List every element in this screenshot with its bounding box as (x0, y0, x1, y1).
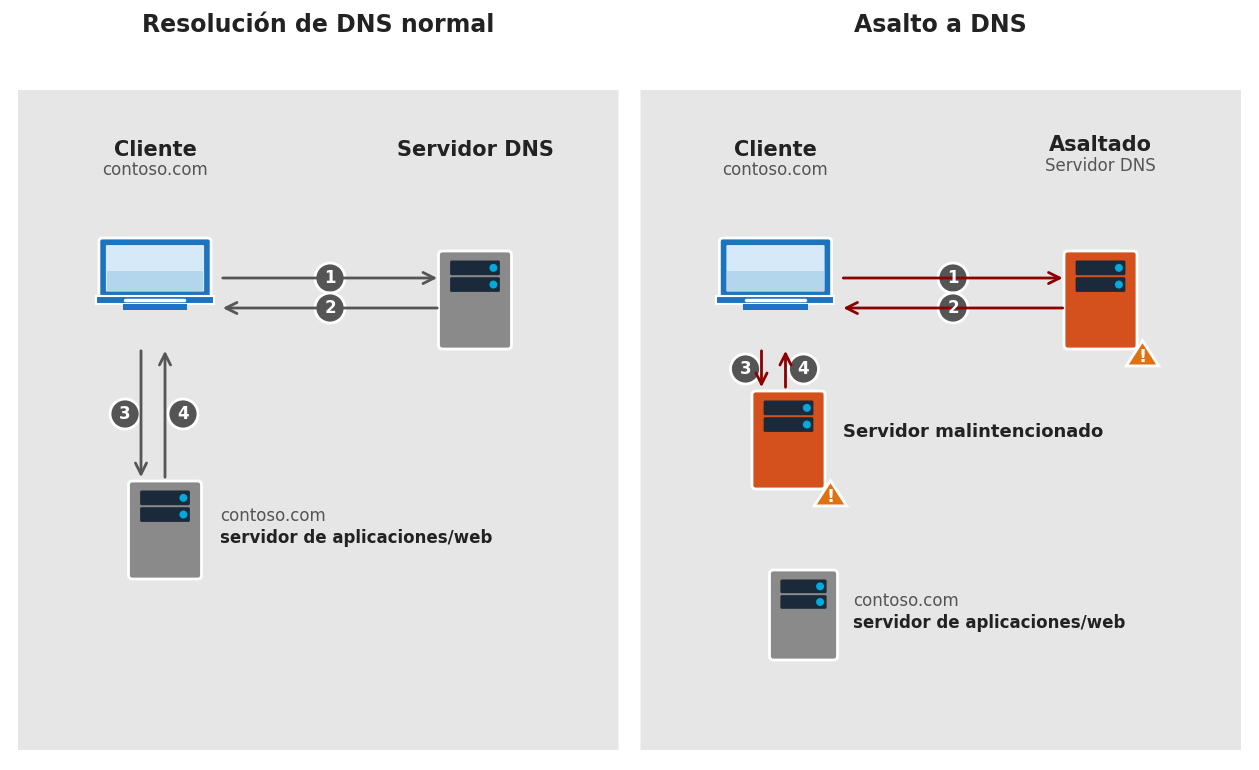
FancyBboxPatch shape (438, 251, 511, 349)
Text: 4: 4 (798, 360, 810, 378)
Text: 2: 2 (324, 299, 336, 317)
Text: servidor de aplicaciones/web: servidor de aplicaciones/web (854, 614, 1126, 632)
Circle shape (788, 354, 818, 384)
Text: contoso.com: contoso.com (102, 161, 208, 179)
Text: Servidor DNS: Servidor DNS (397, 140, 554, 160)
Circle shape (110, 399, 140, 429)
FancyBboxPatch shape (99, 238, 212, 299)
FancyBboxPatch shape (451, 277, 500, 292)
FancyBboxPatch shape (764, 400, 813, 415)
FancyBboxPatch shape (728, 270, 823, 290)
Circle shape (1115, 264, 1123, 272)
FancyBboxPatch shape (781, 580, 827, 593)
FancyBboxPatch shape (128, 481, 201, 579)
FancyBboxPatch shape (1075, 260, 1126, 275)
Circle shape (938, 293, 968, 323)
Circle shape (179, 494, 188, 502)
FancyBboxPatch shape (764, 417, 813, 432)
FancyBboxPatch shape (641, 90, 1241, 750)
Text: 3: 3 (120, 405, 131, 423)
Circle shape (803, 420, 811, 429)
Bar (96, 296, 214, 304)
Circle shape (1115, 280, 1123, 289)
Circle shape (490, 264, 497, 272)
Text: 3: 3 (740, 360, 752, 378)
Circle shape (816, 598, 825, 606)
FancyBboxPatch shape (18, 90, 618, 750)
Text: Servidor malintencionado: Servidor malintencionado (844, 423, 1104, 441)
Circle shape (490, 280, 497, 289)
Circle shape (179, 511, 188, 518)
Text: 4: 4 (178, 405, 189, 423)
Polygon shape (1127, 340, 1158, 366)
FancyBboxPatch shape (107, 270, 203, 290)
Text: contoso.com: contoso.com (854, 592, 959, 610)
Text: Resolución de DNS normal: Resolución de DNS normal (142, 13, 495, 37)
FancyBboxPatch shape (752, 391, 825, 489)
Text: Asaltado: Asaltado (1049, 135, 1152, 155)
Circle shape (315, 263, 345, 293)
Text: 2: 2 (947, 299, 959, 317)
Circle shape (816, 582, 825, 591)
Circle shape (730, 354, 760, 384)
Text: Cliente: Cliente (734, 140, 817, 160)
Circle shape (315, 293, 345, 323)
Text: servidor de aplicaciones/web: servidor de aplicaciones/web (220, 529, 492, 547)
FancyBboxPatch shape (1075, 277, 1126, 292)
Text: contoso.com: contoso.com (220, 507, 326, 525)
FancyBboxPatch shape (1064, 251, 1137, 349)
Text: Servidor DNS: Servidor DNS (1045, 157, 1156, 175)
Text: 1: 1 (325, 269, 336, 287)
Circle shape (938, 263, 968, 293)
Text: !: ! (826, 488, 835, 506)
Circle shape (803, 403, 811, 412)
FancyBboxPatch shape (781, 595, 827, 609)
Bar (122, 304, 188, 310)
FancyBboxPatch shape (719, 238, 832, 299)
Bar (716, 296, 835, 304)
Text: Cliente: Cliente (113, 140, 196, 160)
FancyBboxPatch shape (140, 490, 190, 505)
Polygon shape (815, 480, 847, 506)
Text: 1: 1 (947, 269, 959, 287)
FancyBboxPatch shape (726, 245, 825, 292)
Text: !: ! (1138, 348, 1147, 366)
Circle shape (167, 399, 198, 429)
Bar (743, 304, 808, 310)
Text: Asalto a DNS: Asalto a DNS (855, 13, 1027, 37)
FancyBboxPatch shape (106, 245, 204, 292)
Text: contoso.com: contoso.com (723, 161, 828, 179)
FancyBboxPatch shape (769, 570, 837, 660)
FancyBboxPatch shape (451, 260, 500, 275)
FancyBboxPatch shape (140, 507, 190, 522)
